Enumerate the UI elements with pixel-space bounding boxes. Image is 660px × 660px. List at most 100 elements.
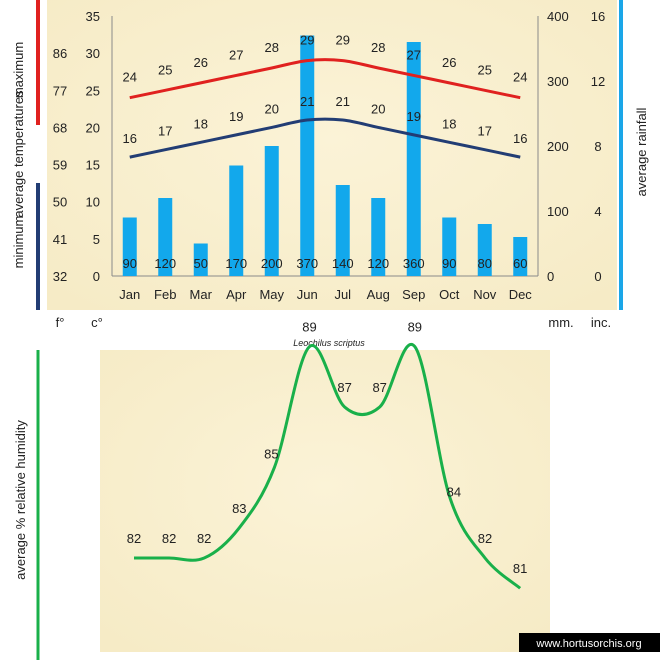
humidity-value-label: 84 (447, 485, 461, 500)
humidity-line (134, 342, 522, 590)
unit-celsius-label: c° (91, 315, 103, 330)
rainfall-inch-tick: 4 (594, 204, 601, 219)
max-temperature-label: 28 (371, 40, 385, 55)
maximum-label: maximum (11, 42, 26, 98)
rainfall-bars: 90 120 50 170 200 370 140 120 360 90 80 60 (122, 35, 528, 276)
humidity-axis-label: average % relative humidity (13, 420, 28, 580)
rainfall-value-label: 120 (154, 256, 176, 271)
min-temperature-label: 21 (336, 94, 350, 109)
axis-ticks: 0510152025303532415059687786010020030040… (53, 9, 605, 302)
celsius-tick: 25 (86, 83, 100, 98)
rainfall-bar (158, 198, 173, 276)
rainfall-bar (442, 217, 457, 276)
min-temperature-label: 20 (265, 101, 279, 116)
min-temperature-label: 16 (123, 131, 137, 146)
humidity-value-label: 82 (162, 531, 176, 546)
min-temperature-label: 21 (300, 94, 314, 109)
species-title: Leochilus scriptus (293, 338, 365, 348)
rainfall-value-label: 370 (296, 256, 318, 271)
humidity-value-label: 82 (127, 531, 141, 546)
month-label: Nov (473, 287, 497, 302)
month-label: Mar (190, 287, 213, 302)
min-temperature-label: 19 (407, 109, 421, 124)
rainfall-bar (264, 146, 279, 276)
month-label: Sep (402, 287, 425, 302)
humidity-value-label: 83 (232, 501, 246, 516)
celsius-tick: 10 (86, 195, 100, 210)
celsius-tick: 15 (86, 158, 100, 173)
rainfall-bar (122, 217, 137, 276)
max-temperature-label: 27 (407, 47, 421, 62)
rainfall-mm-tick: 200 (547, 139, 569, 154)
rainfall-bar (513, 237, 528, 276)
rainfall-value-label: 140 (332, 256, 354, 271)
fahrenheit-tick: 41 (53, 232, 67, 247)
rainfall-bar (335, 185, 350, 276)
humidity-value-label: 89 (408, 320, 422, 335)
max-temperature-label: 25 (158, 62, 172, 77)
rainfall-value-label: 50 (194, 256, 208, 271)
min-temperature-label: 17 (158, 124, 172, 139)
rainfall-mm-tick: 300 (547, 74, 569, 89)
rainfall-value-label: 90 (442, 256, 456, 271)
fahrenheit-tick: 77 (53, 83, 67, 98)
rainfall-mm-tick: 400 (547, 9, 569, 24)
month-label: Aug (367, 287, 390, 302)
fahrenheit-tick: 32 (53, 269, 67, 284)
fahrenheit-tick: 86 (53, 46, 67, 61)
month-label: Jan (119, 287, 140, 302)
celsius-tick: 5 (93, 232, 100, 247)
unit-mm-label: mm. (548, 315, 573, 330)
fahrenheit-tick: 50 (53, 195, 67, 210)
humidity-value-label: 87 (337, 380, 351, 395)
rainfall-mm-tick: 0 (547, 269, 554, 284)
month-label: Jun (297, 287, 318, 302)
average-rainfall-label: average rainfall (634, 107, 649, 196)
humidity-chart: 82 82 82 83 85 89 87 87 89 84 82 81 (127, 320, 527, 590)
max-temperature-label: 25 (478, 62, 492, 77)
humidity-value-label: 85 (264, 446, 278, 461)
min-temperature-line (129, 117, 521, 159)
fahrenheit-tick: 59 (53, 158, 67, 173)
unit-inch-label: inc. (591, 315, 611, 330)
rainfall-bar (371, 198, 386, 276)
min-temperature-label: 18 (194, 116, 208, 131)
celsius-tick: 20 (86, 120, 100, 135)
rainfall-value-label: 90 (123, 256, 137, 271)
min-temperature-label: 19 (229, 109, 243, 124)
max-temperature-label: 26 (194, 55, 208, 70)
rainfall-bar (193, 243, 208, 276)
min-temperature-label: 16 (513, 131, 527, 146)
watermark-text: www.hortusorchis.org (535, 638, 641, 650)
rainfall-inch-tick: 0 (594, 269, 601, 284)
celsius-tick: 0 (93, 269, 100, 284)
month-label: May (259, 287, 284, 302)
min-temperature-label: 17 (478, 124, 492, 139)
minimum-label: minimum (11, 216, 26, 269)
month-label: Dec (509, 287, 533, 302)
humidity-value-label: 82 (197, 531, 211, 546)
max-temperature-label: 29 (336, 33, 350, 48)
month-label: Jul (334, 287, 351, 302)
temperature-lines: 24 25 26 27 28 29 29 28 27 26 25 24 16 17 18 19 20 21 21 20… (123, 33, 527, 159)
humidity-value-label: 81 (513, 561, 527, 576)
rainfall-bar (406, 42, 421, 276)
fahrenheit-tick: 68 (53, 120, 67, 135)
max-temperature-label: 24 (123, 70, 137, 85)
rainfall-value-label: 80 (478, 256, 492, 271)
max-temperature-label: 28 (265, 40, 279, 55)
average-temperatures-label: average temperatures (11, 90, 26, 218)
month-label: Oct (439, 287, 460, 302)
rainfall-bar (300, 35, 315, 276)
rainfall-bar (229, 165, 244, 276)
humidity-value-label: 82 (478, 531, 492, 546)
min-temperature-label: 20 (371, 101, 385, 116)
rainfall-bar (477, 224, 492, 276)
month-label: Feb (154, 287, 176, 302)
max-temperature-line (129, 58, 521, 100)
max-temperature-label: 29 (300, 33, 314, 48)
max-temperature-label: 24 (513, 70, 527, 85)
max-temperature-label: 26 (442, 55, 456, 70)
rainfall-inch-tick: 8 (594, 139, 601, 154)
